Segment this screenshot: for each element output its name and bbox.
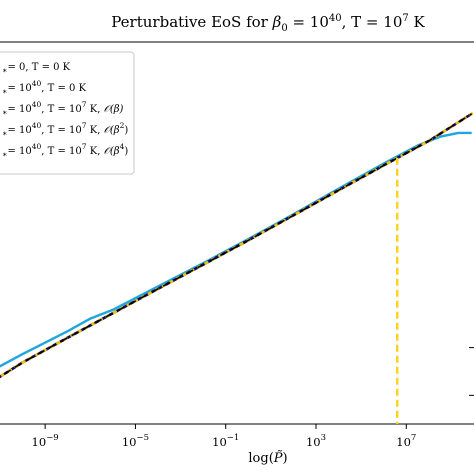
legend-label-5: ∗= 1040, T = 107 K, 𝒪(β4) [2, 142, 128, 159]
title-exp-7: 7 [402, 13, 408, 24]
legend-box [0, 51, 135, 175]
x-tick-label-3: 103 [306, 433, 326, 449]
title-beta: β [272, 13, 282, 31]
legend-label-3: ∗= 1040, T = 107 K, 𝒪(β) [2, 100, 124, 117]
x-tick-label-0: 10−9 [32, 433, 59, 449]
x-axis-label: log(P̃) [248, 450, 287, 466]
legend-label-2: ∗= 1040, T = 0 K [2, 79, 87, 96]
title-text-3: , T = 10 [342, 13, 403, 31]
legend-label-1: ∗= 0, T = 0 K [2, 62, 71, 75]
title-text-4: K [409, 13, 426, 31]
chart-title: Perturbative EoS for β0 = 1040, T = 107 … [111, 13, 425, 34]
series [0, 112, 474, 379]
x-tick-label-2: 10−1 [212, 433, 239, 449]
ticks: 10−9 10−5 10−1 103 107 [32, 347, 474, 449]
title-exp-40: 40 [329, 13, 342, 24]
series-line-s4 [0, 113, 473, 378]
title-text-2: = 10 [288, 13, 329, 31]
legend-label-4: ∗= 1040, T = 107 K, 𝒪(β2) [2, 121, 128, 138]
axes [0, 41, 474, 425]
title-beta-subscript: 0 [281, 23, 287, 34]
x-tick-label-4: 107 [396, 433, 416, 449]
x-tick-label-1: 10−5 [122, 433, 149, 449]
title-text-1: Perturbative EoS for [111, 13, 272, 31]
legend: ∗= 0, T = 0 K ∗= 1040, T = 0 K ∗= 1040, … [0, 51, 135, 175]
